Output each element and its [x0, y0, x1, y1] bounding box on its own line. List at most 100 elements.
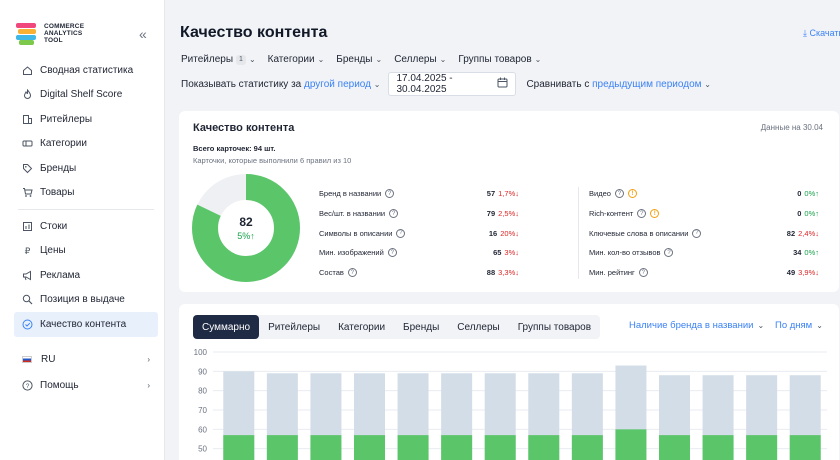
info-icon[interactable]: ?	[389, 209, 399, 219]
download-label: Скачать	[809, 28, 840, 38]
sidebar-item-4[interactable]: Категории	[14, 132, 158, 157]
metric-delta: 3,9%↓	[798, 268, 819, 278]
download-button[interactable]: ⤓ Скачать	[803, 28, 840, 39]
data-date: Данные на 30.04	[760, 123, 823, 132]
metric-selector[interactable]: Наличие бренда в названии ⌄	[629, 320, 764, 331]
info-icon[interactable]: ?	[614, 189, 624, 199]
warning-icon[interactable]: !	[650, 209, 660, 219]
filter-categories-label: Категории	[267, 54, 315, 65]
filter-brands[interactable]: Бренды ⌄	[336, 54, 382, 65]
filter-retailers-label: Ритейлеры	[181, 54, 234, 65]
language-label: RU	[41, 353, 56, 365]
chevron-down-icon: ⌄	[248, 55, 256, 64]
period-link[interactable]: другой период	[304, 78, 371, 90]
bar-value[interactable]	[615, 429, 647, 460]
info-icon[interactable]: ?	[347, 268, 357, 278]
date-range-value: 17.04.2025 - 30.04.2025	[396, 73, 453, 95]
bar-value[interactable]	[702, 435, 734, 460]
bar-value[interactable]	[310, 435, 342, 460]
sidebar-item-7[interactable]: Стоки	[14, 214, 158, 239]
bar-value[interactable]	[223, 435, 255, 460]
sidebar-item-8[interactable]: ₽ Цены	[14, 239, 158, 264]
sidebar-item-3[interactable]: Ритейлеры	[14, 107, 158, 132]
bar-value[interactable]	[397, 435, 429, 460]
metric-label: Rich-контент	[589, 209, 634, 219]
info-icon[interactable]: ?	[637, 209, 647, 219]
chart-tab-6[interactable]: Группы товаров	[517, 321, 592, 333]
filter-sellers[interactable]: Селлеры ⌄	[394, 54, 446, 65]
chart-tabs: Суммарно Ритейлеры Категории Бренды Селлеры Г…	[193, 315, 601, 339]
metric-label: Мин. кол-во отзывов	[589, 248, 661, 258]
chevron-down-icon: ⌄	[373, 79, 381, 89]
metric-label: Мин. рейтинг	[589, 268, 635, 278]
chart-tab-2[interactable]: Ритейлеры	[268, 321, 321, 333]
logo[interactable]: COMMERCE ANALYTICS TOOL	[16, 22, 84, 45]
svg-text:₽: ₽	[25, 247, 31, 256]
quality-donut-chart	[192, 174, 300, 282]
bar-value[interactable]	[354, 435, 385, 460]
y-tick-label: 70	[198, 406, 207, 415]
bar-value[interactable]	[789, 435, 821, 460]
sidebar-item-label: Сводная статистика	[40, 64, 134, 76]
info-icon[interactable]: ?	[385, 189, 395, 199]
sidebar-item-11[interactable]: Качество контента	[14, 312, 158, 337]
compare-link[interactable]: предыдущим периодом	[592, 78, 702, 90]
sidebar-item-2[interactable]: Digital Shelf Score	[14, 83, 158, 108]
chevron-right-icon: ›	[147, 380, 150, 390]
filter-bar: Ритейлеры 1 ⌄ Категории ⌄ Бренды ⌄ Селлеры ⌄ …	[181, 54, 541, 65]
filter-categories[interactable]: Категории ⌄	[268, 54, 325, 65]
collapse-sidebar-button[interactable]: «	[139, 26, 147, 42]
bar-value[interactable]	[528, 435, 560, 460]
metric-value: 79	[486, 209, 496, 219]
chart-tab-1[interactable]: Суммарно	[193, 315, 260, 339]
building-icon	[22, 114, 33, 125]
metric-value: 0	[797, 209, 802, 219]
sidebar-item-5[interactable]: Бренды	[14, 156, 158, 181]
y-tick-label: 60	[198, 425, 207, 434]
bar-value[interactable]	[266, 435, 298, 460]
search-icon	[22, 294, 33, 305]
bar-value[interactable]	[746, 435, 778, 460]
granularity-selector[interactable]: По дням ⌄	[775, 320, 823, 331]
sidebar-item-9[interactable]: Реклама	[14, 263, 158, 288]
date-range-picker[interactable]: 17.04.2025 - 30.04.2025	[388, 72, 517, 96]
sidebar-item-10[interactable]: Позиция в выдаче	[14, 288, 158, 313]
info-icon[interactable]: ?	[396, 228, 406, 238]
help-menu[interactable]: ? Помощь ›	[14, 372, 158, 398]
info-icon[interactable]: ?	[664, 248, 674, 258]
chevron-down-icon: ⌄	[704, 79, 711, 89]
y-tick-label: 100	[194, 348, 208, 357]
metric-row: Ключевые слова в описании? 82 2,4%↓	[589, 223, 819, 243]
cart-icon	[22, 187, 33, 198]
bar-value[interactable]	[441, 435, 473, 460]
bar-value[interactable]	[659, 435, 690, 460]
info-icon[interactable]: ?	[387, 248, 397, 258]
chart-tab-5[interactable]: Селлеры	[457, 321, 500, 333]
metrics-left: Бренд в названии? 57 1,7%↓ Вес/шт. в назван…	[319, 184, 519, 282]
sidebar-item-1[interactable]: Сводная статистика	[14, 58, 158, 83]
metric-delta: 0%↑	[804, 209, 819, 219]
sidebar-bottom: RU › ? Помощь ›	[14, 346, 158, 398]
warning-icon[interactable]: !	[627, 189, 637, 199]
bar-value[interactable]	[571, 435, 603, 460]
metric-row: Мин. рейтинг? 49 3,9%↓	[589, 263, 819, 283]
language-selector[interactable]: RU ›	[14, 346, 158, 372]
bar-value[interactable]	[484, 435, 516, 460]
chart-tab-3[interactable]: Категории	[338, 321, 386, 333]
sidebar-item-6[interactable]: Товары	[14, 181, 158, 206]
metric-delta: 0%↑	[804, 189, 819, 199]
metric-value: 16	[488, 228, 498, 238]
filter-retailers[interactable]: Ритейлеры 1 ⌄	[181, 54, 256, 65]
metric-row: Мин. кол-во отзывов? 34 0%↑	[589, 243, 819, 263]
sidebar-item-label: Категории	[40, 138, 87, 150]
chevron-down-icon: ⌄	[317, 55, 325, 64]
filter-groups[interactable]: Группы товаров ⌄	[458, 54, 541, 65]
bar-chart: 100908070605040	[194, 348, 827, 460]
info-icon[interactable]: ?	[638, 268, 648, 278]
help-label: Помощь	[40, 379, 79, 391]
chart-tab-4[interactable]: Бренды	[403, 321, 440, 333]
rules-subtitle: Карточки, которые выполнили 6 правил из …	[193, 156, 352, 165]
metric-delta: 2,5%↓	[498, 209, 519, 219]
info-icon[interactable]: ?	[692, 228, 702, 238]
metric-value: 0	[797, 189, 802, 199]
